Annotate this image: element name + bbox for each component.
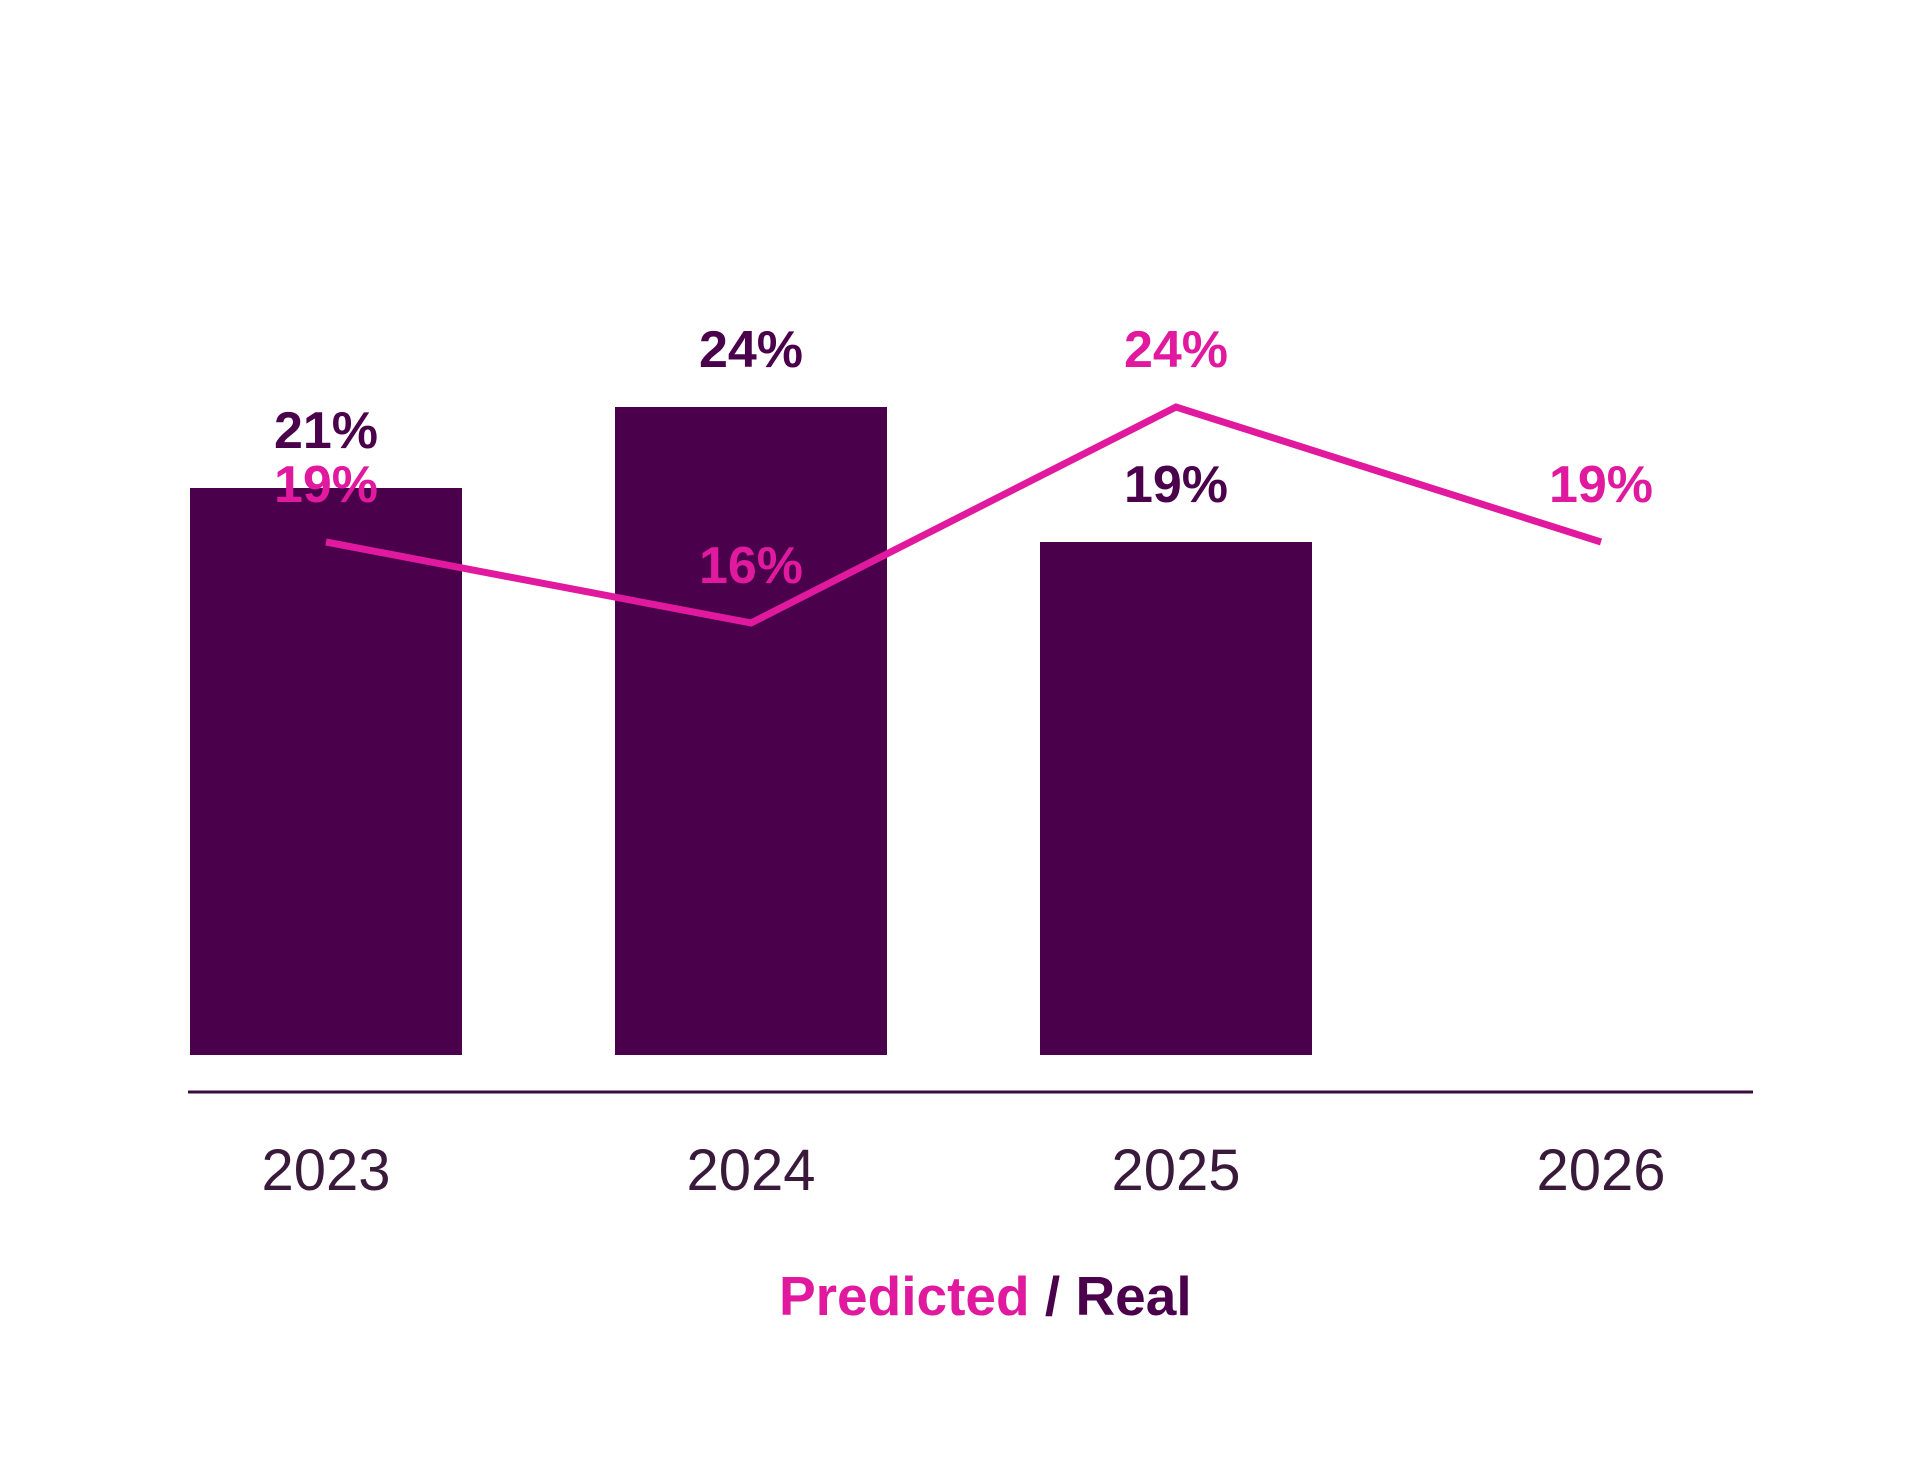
x-tick-2025: 2025 [1111, 1138, 1240, 1203]
bar-2024 [615, 407, 887, 1055]
bar-2023 [190, 488, 462, 1055]
legend-predicted: Predicted [779, 1265, 1030, 1327]
predicted-label-2023: 19% [274, 456, 378, 514]
line-layer [325, 403, 1603, 627]
legend-real: Real [1075, 1265, 1191, 1327]
predicted-label-2024: 16% [699, 537, 803, 595]
bar-label-2025: 19% [1124, 456, 1228, 514]
x-tick-2023: 2023 [261, 1138, 390, 1203]
bars-layer [190, 407, 1312, 1055]
x-tick-2026: 2026 [1536, 1138, 1665, 1203]
bar-label-2023: 21% [274, 402, 378, 460]
labels-layer: 21% 24% 19% 19% 16% 24% 19% [274, 321, 1653, 595]
bar-label-2024: 24% [699, 321, 803, 379]
predicted-line [325, 403, 1603, 627]
bar-2025 [1040, 542, 1312, 1055]
predicted-label-2025: 24% [1124, 321, 1228, 379]
x-tick-labels: 2023 2024 2025 2026 [261, 1138, 1665, 1203]
legend: Predicted / Real [703, 1265, 1238, 1327]
x-tick-2024: 2024 [686, 1138, 815, 1203]
legend-separator: / [1030, 1265, 1076, 1327]
predicted-label-2026: 19% [1549, 456, 1653, 514]
